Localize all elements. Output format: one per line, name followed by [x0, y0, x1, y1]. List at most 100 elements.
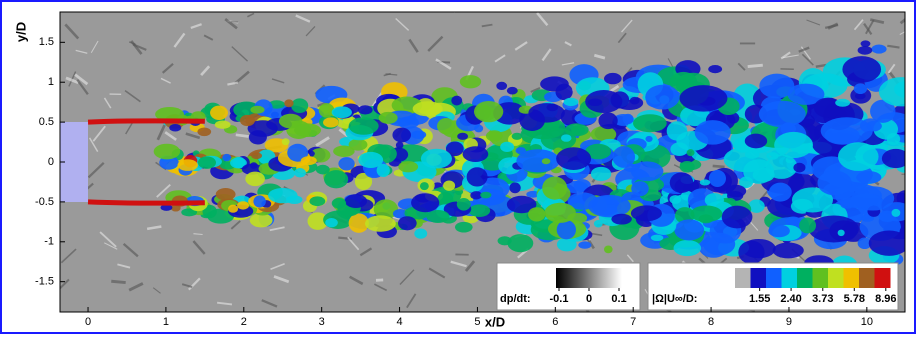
vortex-blob: [774, 132, 813, 158]
vortex-blob: [858, 46, 873, 55]
vortex-blob: [507, 234, 533, 252]
x-tick-label: 7: [630, 316, 636, 328]
vortex-blob: [722, 206, 753, 229]
vortex-blob: [769, 183, 792, 202]
vortex-blob: [604, 73, 622, 84]
vortex-blob: [651, 235, 663, 241]
x-tick-label: 3: [319, 316, 325, 328]
vortex-blob: [645, 136, 652, 142]
y-tick-label: -0.5: [35, 196, 54, 208]
vortex-blob: [674, 219, 704, 240]
colorbar-segment: [859, 268, 875, 288]
chart: x/D y/D dp/dt: |Ω|U∞/D: 012345678910-1.5…: [0, 0, 916, 334]
x-tick-label: 4: [396, 316, 402, 328]
colorbar-tick-label: -0.1: [550, 293, 569, 305]
vortex-blob: [358, 152, 383, 168]
vortex-blob: [325, 218, 338, 227]
vortex-blob: [540, 76, 569, 91]
vortex-blob: [542, 158, 551, 164]
x-axis-label: x/D: [485, 314, 505, 329]
pressure-wave: [713, 166, 725, 167]
vortex-blob: [210, 106, 228, 120]
vortex-blob: [528, 103, 565, 123]
colorbar: [556, 268, 622, 288]
y-tick-label: -1.5: [35, 276, 54, 288]
vortex-blob: [411, 193, 439, 212]
vortex-blob: [411, 131, 426, 139]
vortex-blob: [759, 101, 806, 127]
vortex-blob: [645, 85, 679, 110]
vortex-blob: [414, 228, 427, 238]
colorbar-tick-label: 3.73: [812, 293, 833, 305]
x-tick-label: 8: [708, 316, 714, 328]
vortex-blob: [835, 99, 850, 107]
vortex-blob: [564, 98, 579, 106]
colorbar-segment: [782, 268, 798, 288]
vortex-blob: [379, 112, 398, 124]
vortex-blob: [437, 118, 455, 134]
vortex-blob: [398, 216, 417, 230]
vortex-blob: [799, 218, 816, 234]
vortex-blob: [622, 114, 633, 124]
vortex-blob: [323, 117, 339, 127]
vortex-blob: [631, 161, 664, 181]
pressure-wave: [748, 65, 763, 66]
vortex-blob: [556, 147, 591, 170]
vortex-blob: [396, 142, 404, 149]
vortex-blob: [486, 130, 503, 141]
vortex-blob: [516, 149, 559, 172]
colorbar-tick-label: 0: [586, 293, 592, 305]
x-tick-label: 6: [552, 316, 558, 328]
vortex-blob: [768, 225, 790, 238]
vortex-blob: [838, 142, 879, 171]
vortex-blob: [631, 181, 648, 196]
vortex-blob: [358, 105, 373, 114]
vortex-blob: [871, 44, 886, 53]
vortex-blob: [457, 133, 468, 140]
y-tick-label: -1: [44, 236, 54, 248]
vortex-blob: [467, 167, 488, 186]
vortex-blob: [695, 120, 731, 145]
x-tick-label: 0: [85, 316, 91, 328]
x-tick-label: 1: [163, 316, 169, 328]
vortex-blob: [294, 168, 306, 177]
colorbar-tick-label: 0.1: [611, 293, 626, 305]
vortex-blob: [324, 170, 348, 188]
vortex-blob: [460, 75, 481, 88]
x-tick-label: 9: [786, 316, 792, 328]
vortex-blob: [251, 152, 262, 159]
vortex-blob: [743, 159, 774, 184]
vortex-blob: [509, 182, 520, 193]
vortex-blob: [544, 203, 575, 223]
vortex-blob: [457, 198, 471, 211]
vortex-blob: [338, 157, 354, 170]
vortex-blob: [528, 207, 545, 221]
vortex-blob: [507, 87, 518, 95]
vortex-blob: [861, 40, 871, 47]
vortex-blob: [854, 83, 867, 94]
vortex-blob: [588, 99, 602, 107]
vortex-blob: [474, 125, 483, 133]
pressure-wave: [111, 281, 125, 282]
vortex-blob: [228, 205, 238, 213]
vortex-blob: [319, 103, 335, 117]
colorbar-tick-label: 5.78: [844, 293, 865, 305]
vortex-blob: [197, 128, 211, 137]
vortex-blob: [469, 204, 491, 217]
vortex-blob: [869, 231, 910, 256]
y-tick-label: 1.5: [39, 36, 54, 48]
y-tick-label: 0.5: [39, 116, 54, 128]
vortex-blob: [512, 133, 523, 140]
vortex-blob: [345, 194, 367, 208]
vortex-blob: [500, 142, 514, 152]
vortex-blob: [413, 101, 443, 116]
vortex-blob: [680, 85, 728, 111]
vortex-blob: [745, 134, 767, 149]
x-tick-label: 2: [241, 316, 247, 328]
vortex-blob: [793, 163, 805, 173]
colorbar-segment: [797, 268, 813, 288]
vortex-blob: [496, 82, 507, 90]
vortex-blob: [349, 117, 379, 135]
vortex-blob: [169, 124, 181, 132]
vortex-blob: [561, 134, 572, 141]
